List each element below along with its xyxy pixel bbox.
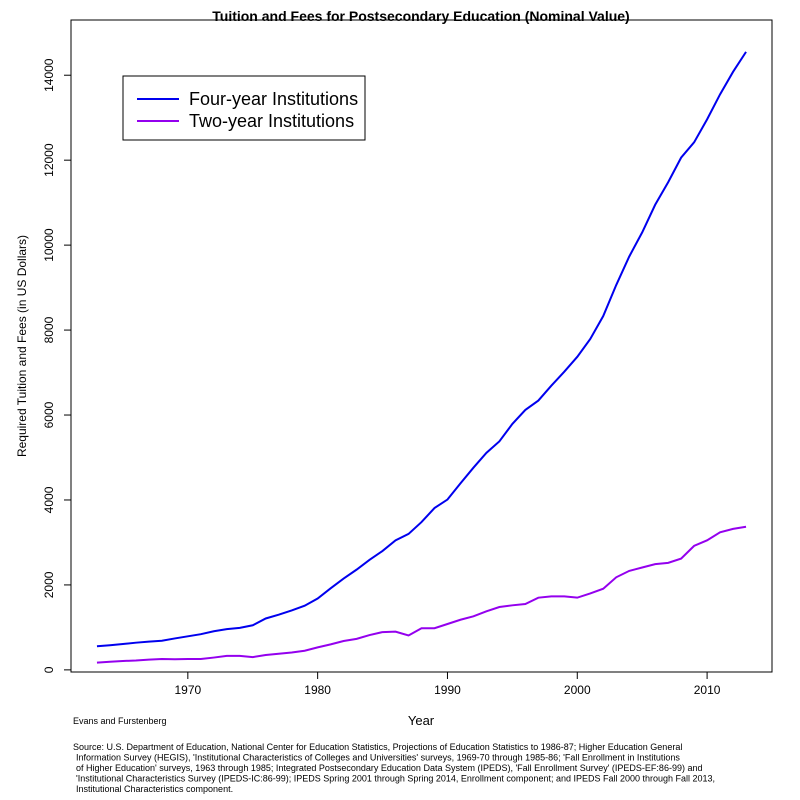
x-tick-label: 2000: [564, 683, 591, 697]
source-note: Institutional Characteristics component.: [76, 784, 233, 794]
x-tick-label: 2010: [694, 683, 721, 697]
source-note: of Higher Education' surveys, 1963 throu…: [76, 763, 702, 773]
x-tick-label: 1970: [174, 683, 201, 697]
legend-label: Two-year Institutions: [189, 111, 354, 131]
series-line: [96, 51, 747, 648]
y-tick-label: 6000: [42, 401, 56, 428]
legend-label: Four-year Institutions: [189, 89, 358, 109]
source-note: Source: U.S. Department of Education, Na…: [73, 742, 682, 752]
source-note: Information Survey (HEGIS), 'Institution…: [76, 753, 680, 763]
source-note: 'Institutional Characteristics Survey (I…: [76, 774, 715, 784]
chart-title: Tuition and Fees for Postsecondary Educa…: [212, 8, 629, 24]
legend-box: [122, 75, 366, 141]
x-tick-label: 1990: [434, 683, 461, 697]
y-tick-label: 12000: [42, 143, 56, 177]
y-axis-label: Required Tuition and Fees (in US Dollars…: [15, 235, 29, 457]
y-tick-label: 2000: [42, 571, 56, 598]
y-tick-label: 14000: [42, 58, 56, 92]
y-tick-label: 4000: [42, 486, 56, 513]
y-tick-label: 10000: [42, 228, 56, 262]
x-axis-label: Year: [408, 713, 435, 728]
series-line: [96, 525, 747, 664]
x-tick-label: 1980: [304, 683, 331, 697]
y-tick-label: 8000: [42, 316, 56, 343]
y-tick-label: 0: [42, 666, 56, 673]
plot-frame: [70, 19, 773, 673]
credit: Evans and Furstenberg: [73, 716, 167, 726]
